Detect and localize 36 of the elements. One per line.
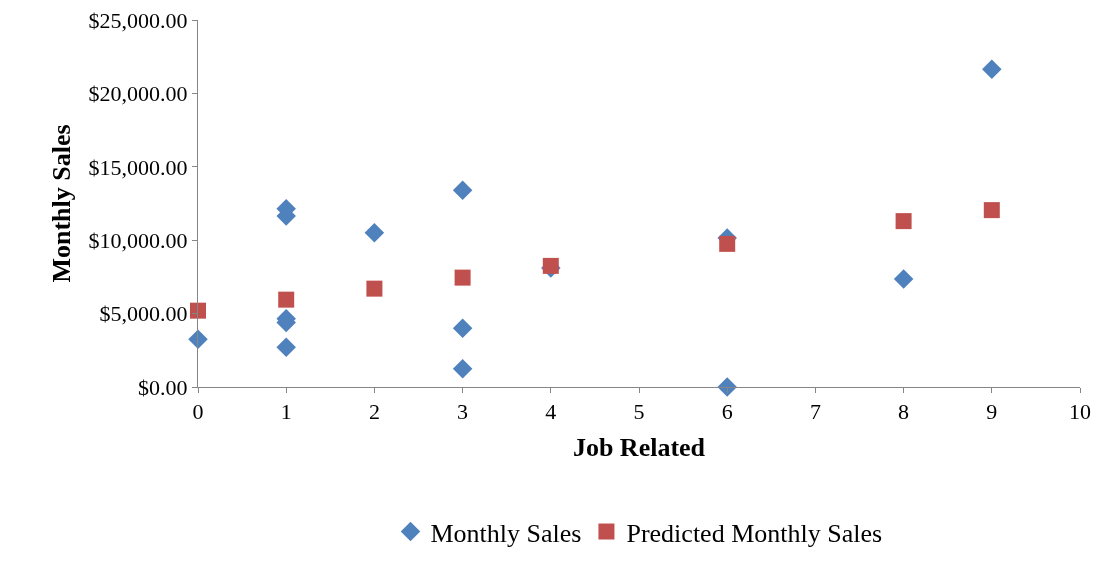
- x-tick-label: 9: [986, 399, 998, 425]
- y-tick-label: $15,000.00: [88, 154, 188, 180]
- x-tick-label: 6: [721, 399, 733, 425]
- point: [278, 291, 295, 308]
- x-tick-label: 5: [633, 399, 645, 425]
- point: [454, 269, 471, 286]
- x-tick-label: 3: [457, 399, 469, 425]
- point: [452, 180, 473, 201]
- y-tick-label: $5,000.00: [99, 301, 188, 327]
- legend-label: Predicted Monthly Sales: [626, 518, 883, 548]
- point: [364, 223, 385, 243]
- point: [452, 358, 473, 379]
- point: [452, 318, 473, 339]
- point: [893, 269, 914, 289]
- point: [983, 202, 1000, 219]
- x-tick-label: 0: [192, 399, 204, 425]
- point: [719, 235, 736, 252]
- point: [190, 302, 206, 319]
- x-tick-label: 8: [898, 399, 910, 425]
- x-tick-label: 1: [280, 399, 292, 425]
- x-tick-label: 10: [1069, 399, 1091, 425]
- x-tick-label: 4: [545, 399, 557, 425]
- x-tick-label: 7: [809, 399, 821, 425]
- x-tick-label: 2: [368, 399, 380, 425]
- y-axis-title: Monthly Sales: [47, 124, 76, 283]
- point: [188, 329, 208, 350]
- legend-label: Monthly Sales: [430, 518, 582, 548]
- y-tick-label: $25,000.00: [88, 7, 188, 33]
- point: [276, 337, 296, 358]
- point: [366, 280, 383, 297]
- y-tick-label: $20,000.00: [88, 81, 188, 107]
- y-tick-label: $0.00: [138, 374, 188, 400]
- point: [895, 213, 912, 230]
- y-tick-label: $10,000.00: [88, 227, 188, 253]
- point: [982, 59, 1002, 79]
- x-axis-title: Job Related: [572, 433, 706, 463]
